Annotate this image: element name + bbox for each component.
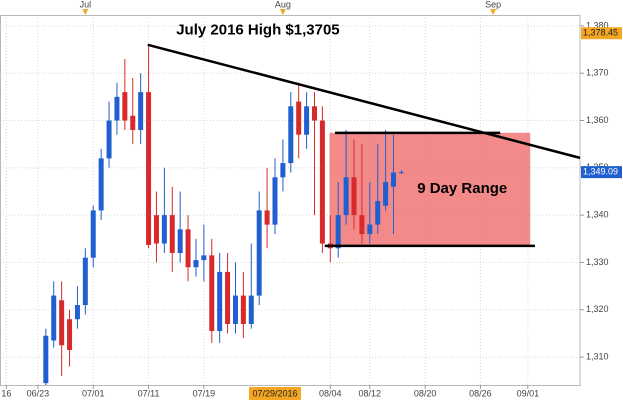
candle-body (288, 106, 294, 164)
candle-body (185, 229, 191, 268)
plot-area (0, 15, 580, 385)
candle-body (193, 260, 199, 268)
candle-body (375, 200, 381, 225)
candle-body (153, 215, 159, 244)
y-tick-label: 1,380 (586, 20, 609, 30)
y-tick-label: 1,310 (586, 351, 609, 361)
candle-body (398, 172, 404, 174)
month-label: Jul (80, 0, 92, 9)
x-tick-label: 08/04 (319, 388, 342, 398)
annotation: July 2016 High $1,3705 (176, 22, 339, 39)
candle-body (319, 120, 325, 244)
candle-body (98, 158, 104, 211)
candle-body (169, 215, 175, 253)
month-marker (490, 9, 497, 15)
x-tick-label: 08/20 (414, 388, 437, 398)
y-tick-label: 1,320 (586, 304, 609, 314)
candle-body (311, 106, 317, 121)
candle-body (367, 224, 373, 235)
candle-body (351, 177, 357, 216)
candle-body (272, 177, 278, 225)
candle-body (74, 305, 80, 320)
x-tick-label: 06/23 (27, 388, 50, 398)
x-tick-label: 07/11 (138, 388, 160, 398)
candle-body (225, 271, 231, 324)
y-tick-label: 1,340 (586, 210, 609, 220)
month-label: Sep (485, 0, 501, 9)
y-tick-label: 1,330 (586, 257, 609, 267)
candle-body (130, 115, 136, 130)
annotation: 9 Day Range (417, 180, 507, 197)
x-tick-label: 09/01 (517, 388, 540, 398)
price-box (581, 27, 622, 40)
candle-body (248, 295, 254, 324)
month-marker (82, 9, 89, 15)
candle-body (82, 257, 88, 306)
candle-body (209, 255, 215, 332)
candle-body (43, 335, 49, 384)
x-tick-label: 08/26 (469, 388, 492, 398)
current-x-tick-label: 07/29/2016 (252, 388, 297, 398)
plot-frame (0, 15, 581, 386)
candle-body (343, 177, 349, 216)
candle-body (114, 96, 120, 121)
x-tick-label: 07/19 (193, 388, 216, 398)
candle-body (59, 300, 65, 346)
price-label: 1,349.09 (583, 167, 618, 177)
price-box (581, 166, 622, 179)
candle-body (161, 215, 167, 244)
price-label: 1,378.45 (583, 28, 618, 38)
candle-body (51, 295, 57, 341)
candle-body (296, 101, 302, 135)
candle-body (304, 106, 310, 135)
candle-body (335, 215, 341, 249)
x-tick-label: 16 (1, 388, 11, 398)
month-label: Aug (275, 0, 291, 9)
candle-body (383, 182, 389, 206)
candle-body (232, 295, 238, 324)
candle-body (264, 210, 270, 225)
y-tick-label: 1,360 (586, 115, 609, 125)
candle-body (201, 255, 207, 261)
current-x-tick-box (248, 387, 301, 400)
candle-body (177, 229, 183, 253)
candle-body (146, 92, 152, 245)
candle-body (67, 319, 73, 350)
x-tick-label: 08/12 (359, 388, 382, 398)
candle-body (359, 215, 365, 235)
candle-body (217, 271, 223, 332)
trend-line (147, 43, 581, 160)
x-tick-label: 07/01 (82, 388, 105, 398)
candle-body (240, 295, 246, 324)
candle-body (280, 163, 286, 178)
candle-body (138, 92, 144, 130)
month-marker (279, 9, 286, 15)
candle-body (106, 120, 112, 159)
candle-body (90, 210, 96, 258)
candle-body (256, 210, 262, 296)
y-tick-label: 1,370 (586, 68, 609, 78)
candle-body (391, 172, 397, 187)
candle-body (122, 92, 128, 121)
